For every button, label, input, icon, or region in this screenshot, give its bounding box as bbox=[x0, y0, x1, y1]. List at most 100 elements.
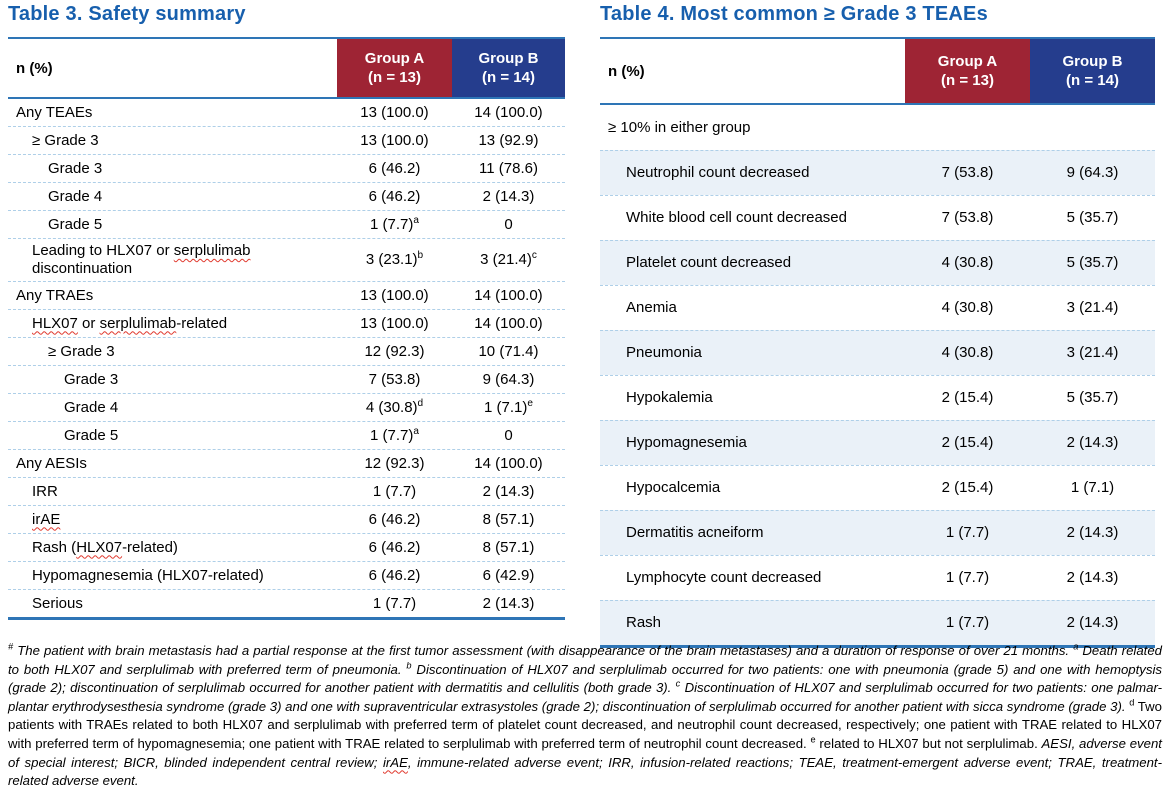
table3-title: Table 3. Safety summary bbox=[8, 3, 246, 25]
table4-group-b-header: Group B (n = 14) bbox=[1030, 39, 1155, 103]
table-row: IRR 1 (7.7) 2 (14.3) bbox=[8, 477, 565, 505]
footnote-text: Death related to both HLX07 and serpluli… bbox=[8, 643, 1163, 677]
table-row: Hypomagnesemia (HLX07-related) 6 (46.2) 6 … bbox=[8, 561, 565, 589]
row-label: Platelet count decreased bbox=[626, 254, 792, 271]
value-cell: 3 (21.4)c bbox=[480, 250, 537, 268]
value-cell: 4 (30.8) bbox=[941, 254, 994, 271]
value-cell: 4 (30.8) bbox=[941, 344, 994, 361]
row-label: Neutrophil count decreased bbox=[626, 164, 810, 181]
footnote-marker: b bbox=[406, 660, 412, 671]
value-cell: 7 (53.8) bbox=[941, 209, 994, 226]
footnote-marker: a bbox=[1073, 641, 1079, 652]
row-label: Grade 3 bbox=[48, 159, 103, 177]
row-label: Any TEAEs bbox=[16, 103, 93, 121]
value-cell: 1 (7.7)a bbox=[370, 425, 419, 444]
table-row: Grade 4 4 (30.8)d 1 (7.1)e bbox=[8, 393, 565, 421]
row-label: Lymphocyte count decreased bbox=[626, 569, 822, 586]
value-cell: 3 (21.4) bbox=[1066, 299, 1119, 316]
group-b-n: (n = 14) bbox=[482, 69, 535, 86]
row-label: HLX07 or serplulimab-related bbox=[8, 312, 337, 336]
row-label: Hypomagnesemia (HLX07-related) bbox=[32, 566, 264, 584]
value-cell: 5 (35.7) bbox=[1066, 254, 1119, 271]
value-cell: 2 (14.3) bbox=[1066, 569, 1119, 586]
table-row: HLX07 or serplulimab-related 13 (100.0) 14… bbox=[8, 309, 565, 337]
row-label: Grade 3 bbox=[64, 370, 119, 388]
table-row: irAE 6 (46.2) 8 (57.1) bbox=[8, 505, 565, 533]
value-cell: 6 (46.2) bbox=[368, 187, 421, 205]
footnote-marker: e bbox=[527, 397, 533, 409]
value-cell: 14 (100.0) bbox=[474, 454, 543, 472]
value-cell: 2 (14.3) bbox=[1066, 614, 1119, 631]
value-cell: 5 (35.7) bbox=[1066, 389, 1119, 406]
spellcheck-underlined-text: irAE bbox=[32, 510, 61, 528]
value-cell: 1 (7.7) bbox=[945, 524, 990, 541]
footnote-marker: d bbox=[1129, 697, 1135, 708]
value-cell: 2 (14.3) bbox=[482, 482, 535, 500]
value-cell: 13 (100.0) bbox=[360, 314, 429, 332]
value-cell: 0 bbox=[504, 215, 513, 233]
spellcheck-underlined-text: HLX07 bbox=[76, 538, 123, 556]
value-cell: 5 (35.7) bbox=[1066, 209, 1119, 226]
value-cell: 6 (46.2) bbox=[368, 566, 421, 584]
value-cell: 13 (100.0) bbox=[360, 131, 429, 149]
row-label: Any TRAEs bbox=[16, 286, 94, 304]
value-cell: 4 (30.8)d bbox=[365, 397, 424, 416]
value-cell: 7 (53.8) bbox=[941, 164, 994, 181]
table-row: Anemia 4 (30.8) 3 (21.4) bbox=[600, 285, 1155, 330]
table-row: Leading to HLX07 or serplulimab disconti… bbox=[8, 238, 565, 281]
table-row: Grade 5 1 (7.7)a 0 bbox=[8, 421, 565, 449]
value-cell: 6 (46.2) bbox=[368, 538, 421, 556]
table-row: Hypocalcemia 2 (15.4) 1 (7.1) bbox=[600, 465, 1155, 510]
footnote-text: Discontinuation of HLX07 and serplulimab… bbox=[8, 680, 1163, 714]
value-cell: 12 (92.3) bbox=[364, 342, 425, 360]
table3-body: Any TEAEs 13 (100.0) 14 (100.0) ≥ Grade 3 13… bbox=[8, 99, 565, 617]
row-label: Anemia bbox=[626, 299, 677, 316]
footnote-text: Discontinuation of HLX07 and serplulimab… bbox=[8, 661, 1162, 696]
value-cell: 1 (7.7)a bbox=[370, 214, 419, 233]
row-label: Any AESIs bbox=[16, 454, 87, 472]
value-cell: 14 (100.0) bbox=[474, 286, 543, 304]
table-row: Hypomagnesemia 2 (15.4) 2 (14.3) bbox=[600, 420, 1155, 465]
value-cell: 8 (57.1) bbox=[482, 538, 535, 556]
value-cell: 14 (100.0) bbox=[474, 103, 543, 121]
table-row: Grade 3 6 (46.2) 11 (78.6) bbox=[8, 154, 565, 182]
table-section-row: ≥ 10% in either group bbox=[600, 105, 1155, 150]
table-row: Rash 1 (7.7) 2 (14.3) bbox=[600, 600, 1155, 645]
safety-summary-table: n (%) Group A (n = 13) Group B (n = 14) … bbox=[8, 37, 565, 620]
safety-summary-table-section: Table 3. Safety summary n (%) Group A (n… bbox=[8, 0, 565, 620]
footnote-text: irAE bbox=[382, 754, 408, 770]
value-cell: 9 (64.3) bbox=[482, 370, 535, 388]
table3-group-a-header: Group A (n = 13) bbox=[337, 39, 452, 97]
value-cell: 3 (23.1)b bbox=[365, 250, 424, 268]
footnote-text: , immune-related adverse event; IRR, inf… bbox=[8, 754, 1162, 789]
table4-title: Table 4. Most common ≥ Grade 3 TEAEs bbox=[600, 3, 988, 25]
label-text: -related) bbox=[122, 538, 178, 556]
footnote-text: Two patients with TRAEs related to both … bbox=[8, 698, 1162, 752]
value-cell: 12 (92.3) bbox=[364, 454, 425, 472]
footnote-marker: c bbox=[675, 678, 681, 689]
footnote-marker: d bbox=[417, 397, 424, 409]
row-label: Hypomagnesemia bbox=[626, 434, 747, 451]
table-row: Dermatitis acneiform 1 (7.7) 2 (14.3) bbox=[600, 510, 1155, 555]
value-cell: 2 (14.3) bbox=[482, 187, 535, 205]
row-label: Rash bbox=[626, 614, 662, 631]
table-row: Any TRAEs 13 (100.0) 14 (100.0) bbox=[8, 281, 565, 309]
row-label: Rash (HLX07-related) bbox=[8, 536, 337, 560]
value-cell: 1 (7.1)e bbox=[484, 397, 533, 416]
table-row: Grade 4 6 (46.2) 2 (14.3) bbox=[8, 182, 565, 210]
table-row: Pneumonia 4 (30.8) 3 (21.4) bbox=[600, 330, 1155, 375]
value-cell: 0 bbox=[504, 426, 513, 444]
footnote-marker: c bbox=[531, 250, 537, 261]
value-cell: 1 (7.7) bbox=[372, 594, 417, 612]
row-label: Dermatitis acneiform bbox=[626, 524, 764, 541]
footnote-marker: # bbox=[8, 641, 14, 652]
value-cell: 1 (7.7) bbox=[945, 614, 990, 631]
table4-header-row: n (%) Group A (n = 13) Group B (n = 14) bbox=[600, 39, 1155, 105]
value-cell: 1 (7.7) bbox=[945, 569, 990, 586]
row-label: Grade 4 bbox=[64, 398, 119, 416]
label-text: Leading to HLX07 or bbox=[32, 242, 174, 259]
spellcheck-underlined-text: HLX07 bbox=[32, 314, 78, 332]
table-row: Any TEAEs 13 (100.0) 14 (100.0) bbox=[8, 99, 565, 126]
value-cell: 2 (15.4) bbox=[941, 434, 994, 451]
table-row: Rash (HLX07-related) 6 (46.2) 8 (57.1) bbox=[8, 533, 565, 561]
